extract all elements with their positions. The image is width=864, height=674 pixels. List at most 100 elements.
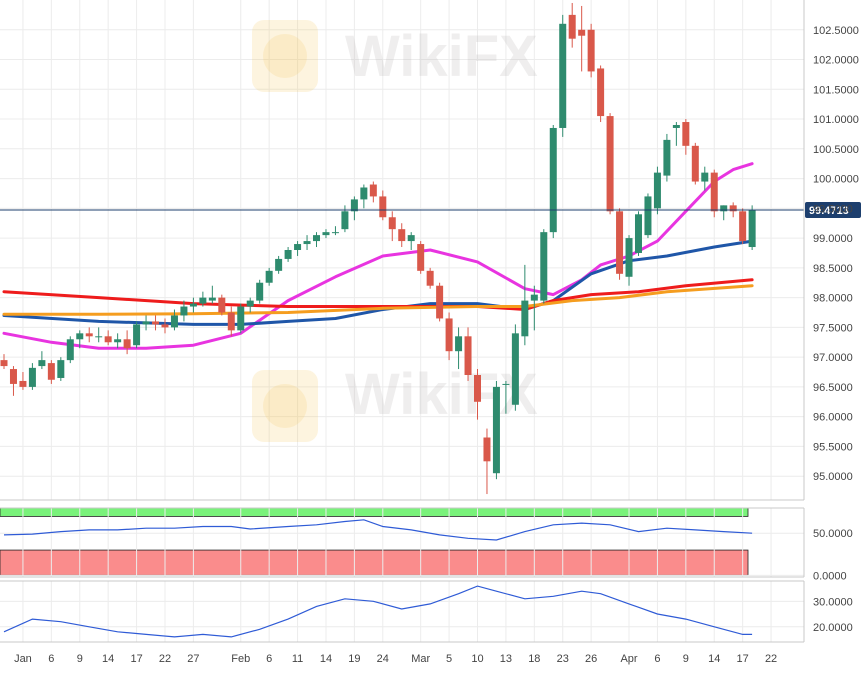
candle	[284, 247, 292, 262]
candle-body	[294, 244, 302, 250]
candle-body	[388, 217, 396, 230]
candle	[455, 327, 463, 370]
price-tick-label: 102.5000	[813, 25, 859, 37]
candle-body	[369, 184, 377, 197]
candle	[38, 351, 46, 370]
candle-body	[502, 383, 510, 385]
price-tick-label: 99.5000	[813, 203, 853, 215]
candle-body	[19, 380, 27, 387]
time-tick-label: 14	[320, 653, 332, 665]
candle-body	[379, 196, 387, 218]
time-axis-labels: Jan 6 9 14 17 22 27 Feb 6 11 14 19 24 Mar 5 10 13 18 23 26 A…	[14, 653, 777, 665]
candle-body	[133, 324, 141, 346]
candle	[152, 315, 160, 331]
candle	[739, 208, 747, 245]
candle	[682, 119, 690, 155]
candle	[720, 205, 728, 221]
candle-body	[360, 187, 368, 200]
candle-body	[663, 139, 671, 176]
candle-body	[218, 297, 226, 313]
watermark-text-top: WikiFX	[345, 24, 538, 89]
candle-body	[568, 14, 576, 39]
candle-body	[720, 205, 728, 212]
price-axis-labels: 95.0000 95.5000 96.0000 96.5000 97.0000 97.50…	[813, 25, 859, 483]
candle	[9, 366, 17, 396]
rsi-pane[interactable]: 0.0000 50.0000	[0, 507, 853, 582]
sma-50-line	[2, 239, 754, 326]
price-tick-label: 97.0000	[813, 352, 853, 364]
candle	[360, 184, 368, 209]
candle-body	[398, 229, 406, 242]
candle	[303, 235, 311, 250]
candle-body	[123, 339, 131, 349]
time-tick-label: 17	[737, 653, 749, 665]
candle-body	[199, 297, 207, 304]
time-tick-label: Jan	[14, 653, 32, 665]
time-tick-label: 19	[348, 653, 360, 665]
candle	[606, 113, 614, 215]
candle-body	[180, 306, 188, 316]
candle	[407, 232, 415, 250]
candle	[379, 190, 387, 221]
candle	[313, 232, 321, 248]
time-tick-label: 26	[585, 653, 597, 665]
candle	[540, 229, 548, 304]
price-tick-label: 95.0000	[813, 471, 853, 483]
candle-body	[341, 211, 349, 230]
price-tick-label: 99.0000	[813, 233, 853, 245]
candle-body	[521, 300, 529, 337]
candle-body	[455, 336, 463, 352]
candle	[47, 360, 55, 384]
candle	[530, 285, 538, 331]
time-tick-label: 10	[471, 653, 483, 665]
candle	[218, 294, 226, 316]
candle-body	[66, 339, 74, 361]
candle	[133, 321, 141, 349]
candle-body	[748, 210, 756, 248]
candle	[474, 369, 481, 420]
rsi-axis-labels: 0.0000 50.0000	[813, 528, 853, 582]
candle	[578, 5, 586, 72]
candle	[104, 330, 112, 346]
pane-frames	[0, 0, 805, 643]
candle-body	[511, 333, 519, 405]
adx-pane[interactable]: 20.0000 30.0000	[0, 581, 853, 642]
candle-body	[189, 303, 197, 307]
candle	[616, 208, 624, 280]
candle-body	[625, 238, 633, 277]
time-tick-label: 6	[266, 653, 272, 665]
price-pane[interactable]: WikiFX WikiFX 99.4713 95.0000 95.5000 96.0…	[0, 0, 861, 500]
price-tick-label: 97.5000	[813, 322, 853, 334]
time-tick-label: 6	[48, 653, 54, 665]
candle	[634, 211, 642, 256]
watermark: WikiFX WikiFX	[252, 20, 538, 442]
candle	[521, 264, 529, 346]
candle-body	[256, 282, 264, 301]
price-tick-label: 96.0000	[813, 412, 853, 424]
candle-body	[530, 294, 538, 301]
price-tick-label: 101.0000	[813, 114, 859, 126]
candle-body	[464, 336, 472, 375]
candle-body	[303, 241, 311, 245]
candle	[57, 357, 65, 381]
candle-body	[653, 172, 661, 209]
time-tick-label: 27	[187, 653, 199, 665]
candle	[701, 166, 709, 191]
candle-body	[152, 321, 160, 325]
moving-averages	[2, 162, 754, 350]
candle-body	[691, 145, 699, 182]
last-price-badge	[805, 202, 861, 219]
candle-body	[350, 199, 358, 212]
time-tick-label: 24	[377, 653, 389, 665]
oversold-zone	[0, 549, 749, 576]
time-tick-label: Apr	[620, 653, 637, 665]
candle-body	[701, 172, 709, 182]
candle-body	[28, 367, 36, 387]
time-tick-label: 22	[159, 653, 171, 665]
candle	[142, 315, 150, 331]
candle	[710, 169, 718, 218]
candle	[568, 2, 576, 48]
adx-path	[3, 585, 753, 638]
time-tick-label: 5	[446, 653, 452, 665]
